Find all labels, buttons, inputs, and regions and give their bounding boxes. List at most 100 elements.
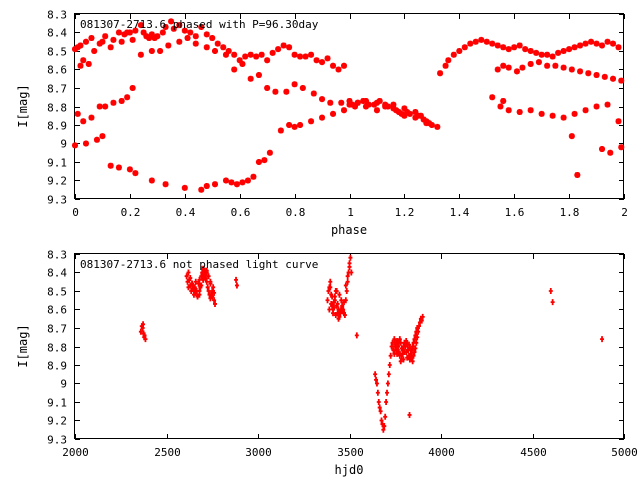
x-tick-label: 1 xyxy=(347,206,354,219)
data-point xyxy=(203,44,210,51)
data-point xyxy=(341,107,348,114)
data-point xyxy=(297,53,304,60)
data-point xyxy=(341,62,348,69)
data-point xyxy=(181,184,188,191)
data-point xyxy=(192,40,199,47)
data-point xyxy=(331,310,336,317)
data-point xyxy=(330,110,337,117)
data-point xyxy=(397,336,402,343)
data-point xyxy=(324,55,331,62)
x-tick-label: 2 xyxy=(621,206,628,219)
data-point xyxy=(165,42,172,49)
data-point xyxy=(373,99,380,106)
data-point xyxy=(442,62,449,69)
data-point xyxy=(211,284,216,291)
data-point xyxy=(115,29,122,36)
data-point xyxy=(550,299,555,306)
data-point xyxy=(568,66,575,73)
x-tick-label: 4000 xyxy=(428,446,455,459)
data-point xyxy=(302,53,309,60)
y-tick-label: 9.1 xyxy=(47,157,67,170)
data-point xyxy=(143,33,150,40)
data-point xyxy=(137,51,144,58)
data-point xyxy=(428,122,435,128)
data-point xyxy=(261,157,268,164)
data-point xyxy=(497,103,504,110)
data-point xyxy=(326,288,331,294)
data-point xyxy=(140,29,147,36)
data-point xyxy=(72,142,78,149)
data-point xyxy=(483,38,490,45)
data-point xyxy=(577,68,584,75)
data-point xyxy=(346,97,353,104)
data-point xyxy=(420,116,427,123)
data-point xyxy=(571,110,578,117)
data-point xyxy=(212,300,217,307)
data-point xyxy=(291,81,298,88)
data-point xyxy=(297,122,304,128)
data-point xyxy=(231,51,238,58)
data-point xyxy=(203,31,210,38)
data-point xyxy=(410,343,415,350)
data-point xyxy=(330,62,337,69)
data-point xyxy=(329,300,334,307)
y-tick-label: 9.1 xyxy=(47,397,67,410)
data-point xyxy=(527,60,534,67)
data-point xyxy=(327,306,332,313)
data-point xyxy=(198,23,205,30)
data-point xyxy=(110,36,117,43)
data-point xyxy=(544,51,551,58)
data-point xyxy=(401,112,408,119)
x-tick-label: 0.6 xyxy=(231,206,251,219)
data-point xyxy=(604,38,611,45)
data-point xyxy=(96,103,103,110)
x-tick-label: 4500 xyxy=(520,446,547,459)
data-point xyxy=(319,96,326,103)
data-point xyxy=(72,46,78,53)
data-point xyxy=(472,38,479,45)
data-point xyxy=(159,29,166,36)
data-point xyxy=(407,411,412,418)
data-point xyxy=(258,51,265,58)
y-tick-label: 8.4 xyxy=(47,267,67,280)
data-point xyxy=(373,371,378,378)
data-point xyxy=(107,44,114,51)
data-point xyxy=(419,317,424,324)
data-point xyxy=(516,109,523,116)
data-point xyxy=(222,177,229,184)
data-point xyxy=(233,181,240,188)
data-point xyxy=(393,341,398,348)
data-point xyxy=(197,276,202,283)
data-point xyxy=(577,42,584,49)
y-tick-label: 9.3 xyxy=(47,434,67,447)
data-point xyxy=(77,62,84,69)
chart-title: 081307-2713.6 not phased light curve xyxy=(80,258,318,271)
axis-ticks: 0 0.2 0.4 0.6 0.8 1 1.2 1.4 1.6 1.8 2 8.3 8.4 8.5 8.6 8… xyxy=(47,9,628,220)
data-point xyxy=(115,164,122,171)
data-point xyxy=(615,44,622,51)
data-point xyxy=(395,350,400,357)
data-point xyxy=(535,59,542,66)
y-tick-label: 8.3 xyxy=(47,249,67,262)
data-point xyxy=(212,297,217,304)
data-point xyxy=(74,44,81,51)
data-point xyxy=(610,75,617,82)
data-point xyxy=(338,99,345,106)
data-point xyxy=(402,349,407,356)
data-point xyxy=(582,107,589,114)
data-point xyxy=(417,112,424,119)
data-point xyxy=(319,59,326,66)
data-point xyxy=(266,149,273,156)
data-point xyxy=(186,269,191,276)
data-point xyxy=(211,181,218,188)
data-point xyxy=(333,312,338,319)
data-point xyxy=(406,347,411,354)
data-point xyxy=(210,293,215,300)
data-point xyxy=(162,23,169,30)
data-point xyxy=(385,380,390,387)
data-point xyxy=(467,40,474,47)
data-point xyxy=(560,48,567,54)
data-point xyxy=(618,77,625,84)
data-point xyxy=(600,336,605,343)
